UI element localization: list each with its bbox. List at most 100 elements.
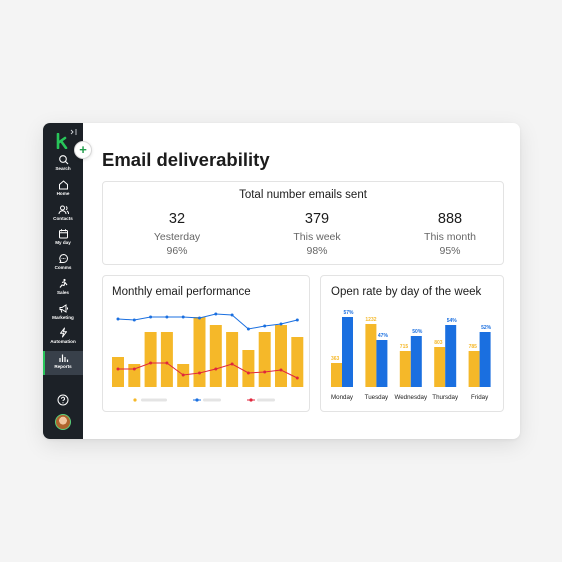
calendar-icon <box>58 229 68 239</box>
logo-icon[interactable] <box>56 133 70 149</box>
open-rate-chart: 363 57% Monday 1232 47% Tuesday 715 50% Wednesda… <box>331 310 492 401</box>
home-icon <box>58 180 68 190</box>
monthly-series-point <box>132 367 136 371</box>
sidebar-item-contacts[interactable]: Contacts <box>43 203 83 227</box>
monthly-series-line <box>117 313 298 330</box>
legend-marker <box>249 398 253 402</box>
stat-yesterday: 32 Yesterday 96% <box>127 211 227 257</box>
open-rate-data-label: 785 <box>469 344 478 350</box>
monthly-series-point <box>181 373 185 377</box>
stat-this-week: 379 This week 98% <box>267 211 367 257</box>
open-rate-data-label: 57% <box>343 310 354 316</box>
open-rate-data-label: 1232 <box>365 317 376 323</box>
plus-icon: + <box>79 142 87 157</box>
open-rate-bar <box>399 351 411 387</box>
monthly-series-point <box>165 315 169 319</box>
sidebar-item-my-day[interactable]: My day <box>43 227 83 251</box>
monthly-bar <box>226 332 239 387</box>
stat-percent: 96% <box>166 245 188 257</box>
legend-label-placeholder <box>257 398 275 402</box>
stat-period: This month <box>424 231 476 243</box>
open-rate-data-label: 50% <box>412 329 423 335</box>
sidebar-item-label: Search <box>55 166 71 171</box>
open-rate-bar <box>410 336 422 387</box>
monthly-series-point <box>181 315 185 319</box>
monthly-series-point <box>149 361 153 365</box>
monthly-series-point <box>279 368 283 372</box>
open-rate-card: Open rate by day of the week 363 57% Monda… <box>320 275 504 412</box>
open-rate-bar <box>342 317 353 387</box>
stat-period: Yesterday <box>153 231 201 243</box>
open-rate-data-label: 52% <box>481 325 492 331</box>
sidebar-item-home[interactable]: Home <box>43 178 83 202</box>
legend-marker <box>195 398 199 402</box>
open-rate-data-label: 715 <box>400 344 409 350</box>
user-avatar[interactable] <box>55 414 71 430</box>
collapse-icon[interactable] <box>70 128 78 136</box>
monthly-series-point <box>198 371 201 375</box>
page-title: Email deliverability <box>102 149 270 170</box>
legend-label-placeholder <box>203 398 221 402</box>
monthly-bar <box>144 332 157 387</box>
monthly-bar <box>258 332 271 387</box>
sidebar-item-marketing[interactable]: Marketing <box>43 302 83 326</box>
sidebar-item-label: Comms <box>54 265 72 270</box>
monthly-series-point <box>279 322 283 326</box>
app-window: Search Home Contacts My day Comms Sales Market… <box>43 123 520 439</box>
sidebar-item-comms[interactable]: Comms <box>43 252 83 276</box>
sidebar-item-label: Automation <box>50 339 76 344</box>
open-rate-data-label: 803 <box>434 340 443 346</box>
totals-card: Total number emails sent 32 Yesterday 96… <box>102 181 504 265</box>
stat-value: 32 <box>168 211 186 227</box>
monthly-series-point <box>230 313 234 317</box>
open-rate-category-label: Friday <box>471 394 489 401</box>
monthly-bar <box>128 364 141 387</box>
sidebar-item-label: My day <box>55 240 71 245</box>
sidebar-item-label: Reports <box>54 364 72 369</box>
chat-icon <box>58 253 68 263</box>
open-rate-category-label: Tuesday <box>365 394 389 401</box>
monthly-bar <box>291 337 304 387</box>
sidebar-item-label: Sales <box>56 290 69 295</box>
contacts-icon <box>58 205 69 215</box>
monthly-series-point <box>149 315 153 319</box>
add-button[interactable]: + <box>74 141 92 159</box>
stat-percent: 98% <box>306 245 328 257</box>
legend-label-placeholder <box>141 398 167 402</box>
help-icon[interactable] <box>57 394 69 406</box>
search-icon <box>58 155 68 165</box>
open-rate-bar <box>479 332 491 387</box>
monthly-series-point <box>198 316 201 320</box>
open-rate-data-label: 363 <box>331 356 340 362</box>
monthly-bar <box>112 357 124 387</box>
sidebar-item-label: Marketing <box>52 315 74 320</box>
monthly-series-point <box>116 367 120 371</box>
sidebar-item-sales[interactable]: Sales <box>43 277 83 301</box>
monthly-series-point <box>263 324 267 328</box>
monthly-chart <box>112 312 304 402</box>
sidebar-item-label: Contacts <box>53 216 73 221</box>
monthly-performance-card: Monthly email performance <box>102 275 310 412</box>
monthly-series-point <box>246 327 250 331</box>
monthly-series-point <box>165 361 169 365</box>
legend-marker <box>133 398 137 402</box>
sidebar-item-automation[interactable]: Automation <box>43 326 83 350</box>
open-rate-data-label: 47% <box>378 333 389 339</box>
monthly-series-point <box>263 370 267 374</box>
monthly-series-point <box>116 317 120 321</box>
monthly-series-point <box>246 371 250 375</box>
sidebar-item-label: Home <box>56 191 70 196</box>
sidebar-item-search[interactable]: Search <box>43 153 83 177</box>
open-rate-category-label: Monday <box>331 394 354 401</box>
open-rate-bar <box>445 325 457 387</box>
sidebar-item-reports[interactable]: Reports <box>43 351 83 375</box>
open-rate-category-label: Thursday <box>432 394 459 401</box>
monthly-series-point <box>295 318 299 322</box>
open-rate-bar <box>468 351 480 387</box>
open-rate-category-label: Wednesday <box>395 394 428 401</box>
megaphone-icon <box>59 304 68 313</box>
monthly-bar <box>275 325 287 387</box>
monthly-series-point <box>214 367 218 371</box>
monthly-bar <box>209 325 222 387</box>
monthly-series-point <box>230 362 234 366</box>
